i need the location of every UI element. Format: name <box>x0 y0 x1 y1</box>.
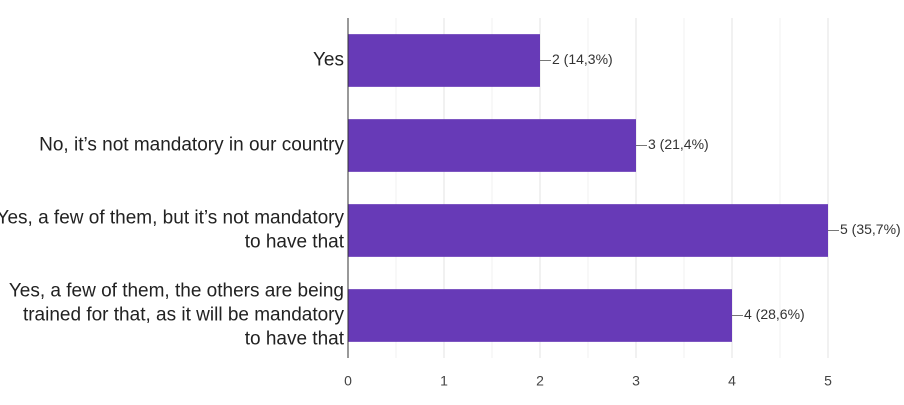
x-tick-label: 3 <box>632 373 640 389</box>
category-label-line: Yes, a few of them, the others are being <box>9 281 344 302</box>
x-tick-label: 2 <box>536 373 544 389</box>
data-label: 3 (21,4%) <box>648 136 709 152</box>
category-label-line: to have that <box>245 232 345 253</box>
category-labels: Yes No, it’s not mandatory in our country… <box>0 50 345 350</box>
bar <box>348 289 732 342</box>
x-tick-label: 0 <box>344 373 352 389</box>
bar <box>348 204 828 257</box>
data-label: 5 (35,7%) <box>840 221 901 237</box>
data-label: 2 (14,3%) <box>552 51 613 67</box>
x-tick-label: 5 <box>824 373 832 389</box>
category-label-line: to have that <box>245 329 345 350</box>
bar <box>348 119 636 172</box>
category-label: Yes <box>313 50 344 71</box>
x-tick-label: 1 <box>440 373 448 389</box>
category-label: No, it’s not mandatory in our country <box>39 135 344 156</box>
category-label: Yes, a few of them, but it’s not mandato… <box>0 208 345 253</box>
data-label: 4 (28,6%) <box>744 306 805 322</box>
category-label-line: Yes <box>313 50 344 71</box>
category-label-line: trained for that, as it will be mandator… <box>23 305 345 326</box>
bar <box>348 34 540 87</box>
data-labels: 2 (14,3%) 3 (21,4%) 5 (35,7%) 4 (28,6%) <box>552 51 901 322</box>
bars <box>348 34 828 342</box>
data-label-leaders <box>540 60 839 316</box>
category-label-line: No, it’s not mandatory in our country <box>39 135 344 156</box>
x-tick-label: 4 <box>728 373 736 389</box>
category-label-line: Yes, a few of them, but it’s not mandato… <box>0 208 344 229</box>
category-label: Yes, a few of them, the others are being… <box>9 281 345 350</box>
x-tick-labels: 0 1 2 3 4 5 <box>344 373 832 389</box>
